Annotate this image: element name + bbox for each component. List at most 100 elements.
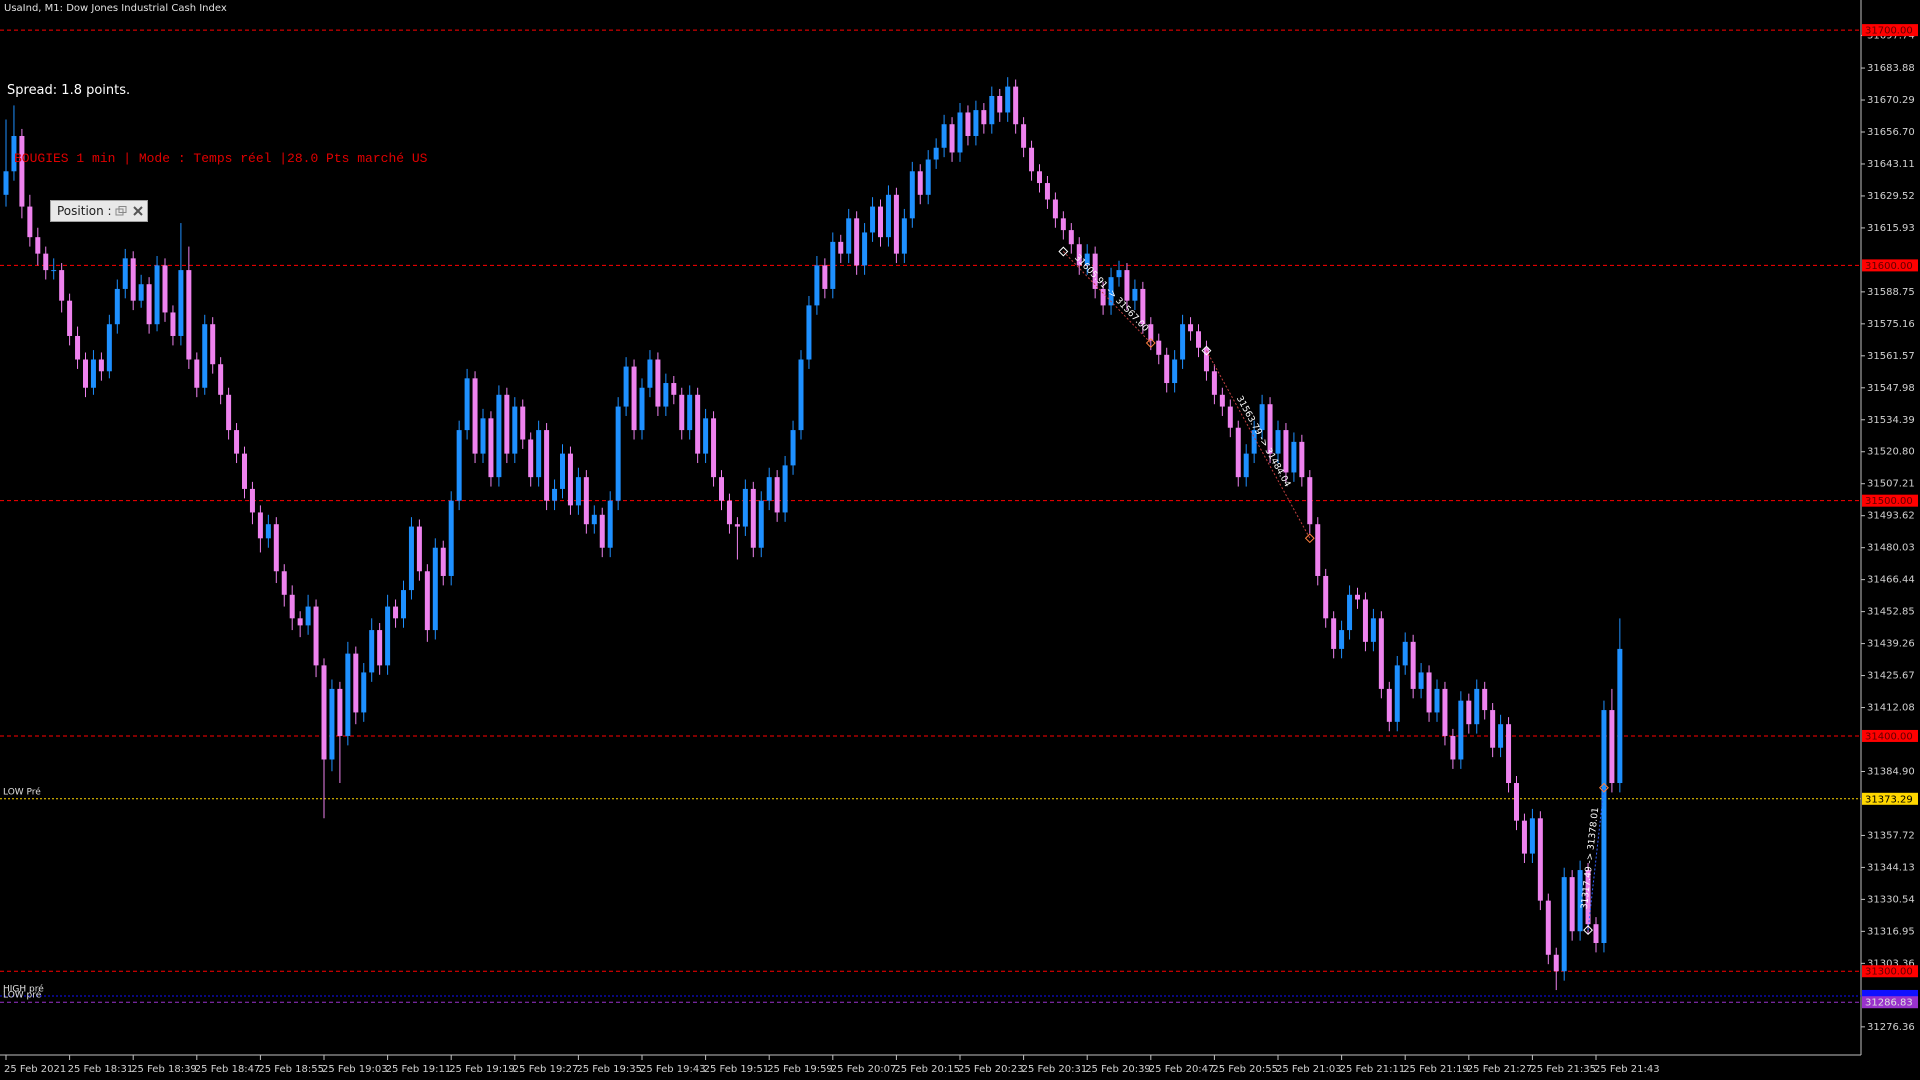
candle-body (1617, 648, 1623, 784)
level-box (1862, 494, 1918, 507)
candle-body (488, 418, 494, 478)
candle-body (711, 418, 717, 478)
y-tick-label: 31670.29 (1867, 95, 1915, 106)
candle-body (1370, 618, 1376, 642)
y-tick-label: 31425.67 (1867, 671, 1915, 682)
level-label: 31300.00 (1865, 967, 1913, 978)
candle-body (599, 514, 605, 548)
candle-body (1378, 618, 1384, 689)
candle-body (1490, 710, 1496, 748)
candle-body (719, 477, 724, 501)
candle-body (98, 359, 104, 372)
candle-body (870, 206, 876, 233)
candle-body (1362, 599, 1368, 642)
candle-body (925, 159, 931, 195)
candle-body (520, 406, 526, 440)
candle-body (790, 430, 796, 466)
mode-info: BOUGIES 1 min | Mode : Temps réel |28.0 … (14, 151, 428, 166)
y-tick-label: 31507.21 (1867, 479, 1915, 490)
x-tick-label: 25 Feb 21:11 (1340, 1064, 1406, 1075)
candle-body (1506, 724, 1512, 784)
candle-body (226, 394, 232, 431)
candle-body (1474, 688, 1480, 725)
y-tick-label: 31643.11 (1867, 159, 1915, 170)
candle-body (782, 465, 788, 513)
candle-body (1561, 877, 1567, 972)
x-tick-label: 25 Feb 21:19 (1403, 1064, 1469, 1075)
candle-body (1140, 288, 1146, 325)
candle-body (186, 270, 192, 360)
candle-body (1601, 710, 1607, 944)
candle-body (273, 524, 279, 572)
level-box (1862, 729, 1918, 742)
candle-body (448, 500, 454, 576)
level-box (1862, 259, 1918, 272)
x-tick-label: 25 Feb 18:55 (258, 1064, 324, 1075)
candle-body (194, 359, 200, 388)
candle-body (1172, 359, 1178, 384)
y-tick-label: 31656.70 (1867, 127, 1915, 138)
candle-body (464, 378, 470, 431)
candle-body (1577, 870, 1583, 932)
spread-text: Spread: 1.8 points. (7, 83, 131, 98)
candle-body (639, 387, 645, 431)
candle-body (257, 512, 263, 539)
close-icon[interactable] (133, 206, 143, 216)
candle-body (1021, 124, 1027, 148)
candle-body (1156, 340, 1162, 355)
candle-body (552, 488, 558, 501)
level-name: HIGH pré (3, 983, 44, 994)
candle-body (249, 488, 255, 513)
candle-body (973, 110, 979, 136)
candle-body (591, 514, 597, 525)
restore-icon[interactable] (115, 206, 127, 216)
candle-body (1108, 277, 1114, 306)
x-tick-label: 25 Feb 19:51 (704, 1064, 770, 1075)
candle-body (607, 500, 613, 548)
level-name: LOW pré (3, 990, 42, 1001)
candle-body (655, 359, 661, 407)
candle-body (1291, 441, 1297, 473)
candle-body (361, 672, 367, 713)
candle-body (567, 453, 573, 506)
level-label: 31600.00 (1865, 261, 1913, 272)
trade-entry (1058, 246, 1069, 257)
x-tick-label: 25 Feb 21:03 (1276, 1064, 1342, 1075)
candle-body (1426, 672, 1432, 713)
x-tick-label: 25 Feb 19:43 (640, 1064, 706, 1075)
position-panel[interactable]: Position : (50, 200, 148, 222)
y-tick-label: 31452.85 (1867, 607, 1915, 618)
candle-body (1275, 430, 1281, 454)
candle-body (1188, 324, 1194, 332)
candle-body (1164, 354, 1170, 384)
panel-title: Position : (57, 204, 112, 218)
candle-body (162, 265, 168, 313)
candle-body (1458, 700, 1464, 760)
candle-body (1116, 270, 1122, 278)
candle-body (1068, 230, 1074, 245)
candle-body (146, 284, 152, 325)
candle-body (957, 112, 963, 153)
candle-body (1585, 870, 1591, 925)
candle-body (170, 312, 176, 336)
level-box (1862, 996, 1918, 1009)
trade-exit (1599, 782, 1609, 793)
candle-body (631, 366, 637, 431)
candle-body (234, 430, 240, 454)
x-tick-label: 25 Feb 19:19 (449, 1064, 515, 1075)
candle-body (67, 300, 73, 336)
candle-body (202, 324, 208, 388)
candle-body (1339, 630, 1345, 649)
candle-body (456, 430, 462, 501)
y-tick-label: 31534.39 (1867, 415, 1915, 426)
candle-body (909, 171, 915, 219)
y-tick-label: 31480.03 (1867, 543, 1915, 554)
candle-body (1434, 688, 1440, 713)
candle-body (575, 477, 581, 506)
trade-exit (1304, 533, 1315, 544)
candle-body (472, 378, 478, 454)
candle-body (687, 394, 693, 431)
candle-body (1545, 900, 1551, 955)
y-tick-label: 31303.36 (1867, 958, 1915, 969)
candle-body (1029, 147, 1035, 172)
